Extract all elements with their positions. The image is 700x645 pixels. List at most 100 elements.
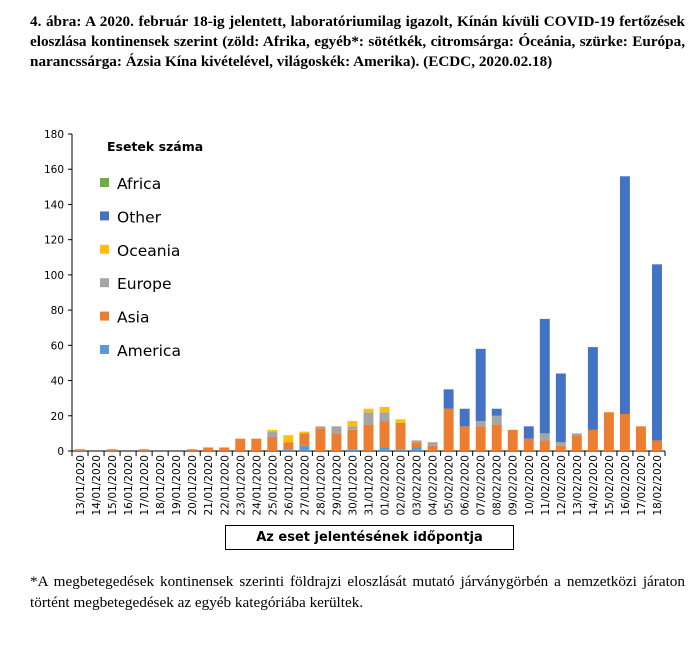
bar-asia bbox=[75, 449, 85, 451]
bar-asia bbox=[475, 426, 486, 451]
bar-other bbox=[459, 408, 470, 427]
legend: Africa Other Oceania Europe Asia America bbox=[100, 175, 181, 360]
x-tick-label: 09/02/2020 bbox=[508, 455, 520, 516]
y-tick-label: 100 bbox=[44, 270, 64, 282]
x-tick-label: 11/02/2020 bbox=[540, 455, 552, 516]
x-tick-label: 06/02/2020 bbox=[460, 455, 472, 516]
x-tick-label: 10/02/2020 bbox=[524, 455, 536, 516]
bar-asia bbox=[219, 447, 230, 451]
x-tick-label: 25/01/2020 bbox=[267, 455, 279, 516]
x-tick-label: 24/01/2020 bbox=[251, 455, 263, 516]
x-tick-label: 30/01/2020 bbox=[347, 455, 359, 516]
bar-asia bbox=[571, 435, 582, 451]
x-axis-title-text: Az eset jelentésének időpontja bbox=[256, 530, 483, 545]
bar-europe bbox=[539, 433, 550, 441]
y-tick-label: 140 bbox=[44, 199, 64, 211]
bar-oceania bbox=[395, 419, 406, 423]
legend-swatch-america bbox=[100, 345, 109, 354]
x-tick-label: 27/01/2020 bbox=[299, 455, 311, 516]
bar-asia bbox=[443, 408, 454, 451]
bar-europe bbox=[347, 426, 358, 430]
x-tick-label: 03/02/2020 bbox=[412, 455, 424, 516]
legend-swatch-asia bbox=[100, 311, 109, 321]
bar-asia bbox=[139, 449, 150, 451]
y-tick-label: 160 bbox=[44, 164, 64, 176]
bar-other bbox=[443, 389, 454, 409]
x-tick-label: 17/01/2020 bbox=[139, 455, 151, 516]
x-tick-label: 17/02/2020 bbox=[636, 455, 648, 516]
bar-asia bbox=[347, 429, 358, 450]
bar-asia bbox=[267, 436, 278, 451]
legend-label-europe: Europe bbox=[117, 275, 172, 293]
legend-swatch-europe bbox=[100, 278, 109, 288]
bar-asia bbox=[315, 428, 326, 451]
bar-europe bbox=[475, 421, 486, 427]
x-tick-label: 22/01/2020 bbox=[219, 455, 231, 516]
bar-asia bbox=[251, 438, 262, 451]
bar-asia bbox=[539, 440, 550, 451]
bar-oceania bbox=[267, 429, 278, 432]
x-tick-label: 31/01/2020 bbox=[364, 455, 376, 516]
chart-title: Esetek száma bbox=[107, 139, 203, 154]
bar-asia bbox=[427, 445, 438, 451]
y-tick-label: 180 bbox=[44, 129, 64, 141]
bar-asia bbox=[459, 426, 470, 451]
x-tick-label: 16/02/2020 bbox=[620, 455, 632, 516]
x-tick-label: 07/02/2020 bbox=[476, 455, 488, 516]
bar-america bbox=[283, 449, 294, 451]
bar-other bbox=[555, 373, 566, 443]
bar-asia bbox=[635, 426, 646, 451]
y-tick-label: 80 bbox=[51, 305, 64, 317]
x-tick-label: 04/02/2020 bbox=[428, 455, 440, 516]
bar-other bbox=[652, 264, 662, 441]
bar-america bbox=[347, 449, 358, 451]
bar-europe bbox=[267, 431, 278, 437]
x-tick-label: 15/02/2020 bbox=[604, 455, 616, 516]
bar-europe bbox=[379, 412, 390, 422]
bar-asia bbox=[491, 424, 502, 451]
x-tick-label: 13/02/2020 bbox=[572, 455, 584, 516]
legend-swatch-oceania bbox=[100, 244, 109, 254]
bar-oceania bbox=[299, 431, 310, 434]
x-tick-label: 08/02/2020 bbox=[492, 455, 504, 516]
x-tick-label: 18/01/2020 bbox=[155, 455, 167, 516]
bar-other bbox=[539, 318, 550, 434]
legend-label-africa: Africa bbox=[117, 175, 161, 193]
bar-oceania bbox=[283, 435, 294, 443]
x-tick-label: 28/01/2020 bbox=[315, 455, 327, 516]
x-tick-label: 16/01/2020 bbox=[123, 455, 135, 516]
footnote: *A megbetegedések kontinensek szerinti f… bbox=[30, 573, 685, 611]
bar-asia bbox=[619, 414, 630, 451]
bar-asia bbox=[283, 442, 294, 450]
bar-america bbox=[379, 447, 390, 451]
y-tick-label: 0 bbox=[57, 446, 64, 458]
bar-other bbox=[619, 176, 630, 415]
bar-oceania bbox=[347, 421, 358, 427]
bar-asia bbox=[379, 421, 390, 448]
bar-europe bbox=[491, 415, 502, 425]
bar-other bbox=[491, 408, 502, 416]
bar-asia bbox=[603, 412, 614, 451]
y-tick-label: 60 bbox=[51, 340, 64, 352]
figure-caption: 4. ábra: A 2020. február 18-ig jelentett… bbox=[30, 13, 685, 70]
bar-oceania bbox=[363, 408, 374, 413]
legend-label-oceania: Oceania bbox=[117, 242, 180, 260]
bar-other bbox=[587, 347, 598, 430]
y-tick-label: 20 bbox=[51, 411, 64, 423]
bar-europe bbox=[427, 442, 438, 446]
bar-europe bbox=[555, 442, 566, 446]
bar-asia bbox=[331, 433, 342, 451]
bar-asia bbox=[299, 433, 310, 446]
x-tick-label: 15/01/2020 bbox=[107, 455, 119, 516]
bar-oceania bbox=[379, 406, 390, 413]
bar-asia bbox=[187, 449, 198, 451]
bar-america bbox=[395, 449, 406, 451]
bar-america bbox=[411, 447, 422, 451]
bar-other bbox=[475, 348, 486, 422]
bar-asia bbox=[107, 449, 118, 451]
bar-asia bbox=[235, 438, 246, 451]
x-tick-label: 14/02/2020 bbox=[588, 455, 600, 516]
bar-europe bbox=[315, 426, 326, 429]
x-tick-label: 01/02/2020 bbox=[380, 455, 392, 516]
bar-asia bbox=[587, 429, 598, 451]
